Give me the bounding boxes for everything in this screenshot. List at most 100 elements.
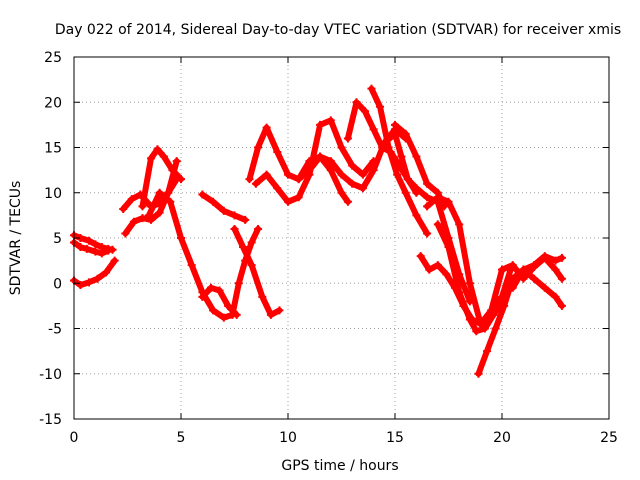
data-point	[530, 261, 539, 270]
data-point	[262, 123, 271, 132]
data-point	[198, 292, 207, 301]
data-point	[530, 274, 539, 283]
data-point	[294, 175, 303, 184]
series-arc-15	[367, 84, 432, 238]
data-point	[450, 283, 459, 292]
data-point	[144, 211, 153, 220]
data-point	[500, 301, 509, 310]
data-point	[93, 274, 102, 283]
data-point	[262, 170, 271, 179]
data-point	[425, 265, 434, 274]
data-point	[316, 120, 325, 129]
y-tick-label: -15	[39, 412, 62, 428]
data-point	[401, 129, 410, 138]
data-point	[444, 197, 453, 206]
data-point	[275, 306, 284, 315]
data-point	[343, 197, 352, 206]
data-point	[230, 224, 239, 233]
data-point	[230, 211, 239, 220]
data-point	[540, 252, 549, 261]
series-arc-9	[198, 190, 250, 224]
data-point	[254, 143, 263, 152]
data-point	[258, 292, 267, 301]
y-tick-labels: -15 -10 -5 0 5 10 15 20 25	[39, 50, 62, 428]
data-point	[391, 120, 399, 129]
data-point	[127, 195, 136, 204]
data-point	[273, 184, 282, 193]
series-group	[70, 84, 566, 378]
data-point	[266, 310, 275, 319]
x-tick-label: 10	[279, 430, 297, 446]
data-point	[367, 84, 376, 93]
data-point	[412, 184, 421, 193]
data-point	[337, 143, 346, 152]
data-point	[153, 145, 162, 154]
data-point	[138, 214, 147, 223]
data-point	[232, 310, 241, 319]
data-point	[352, 98, 361, 107]
data-point	[82, 244, 91, 253]
data-point	[337, 188, 346, 197]
series-arc-20	[416, 252, 485, 328]
data-point	[84, 236, 93, 245]
data-point	[551, 292, 560, 301]
data-point	[480, 324, 489, 333]
series-arc-2	[70, 238, 113, 258]
data-point	[215, 286, 224, 295]
data-point	[401, 188, 410, 197]
data-point	[305, 157, 314, 166]
data-point	[273, 148, 282, 157]
data-point	[166, 197, 175, 206]
y-tick-label: -5	[48, 322, 62, 338]
series-arc-10	[230, 224, 284, 319]
data-point	[551, 265, 560, 274]
data-point	[423, 193, 432, 202]
series-line	[434, 221, 505, 335]
x-tick-label: 0	[70, 430, 79, 446]
data-point	[361, 107, 370, 116]
data-point	[391, 129, 399, 138]
data-point	[91, 247, 100, 256]
data-point	[177, 234, 185, 242]
data-point	[155, 188, 164, 197]
x-tick-label: 15	[386, 430, 404, 446]
data-point	[412, 152, 421, 161]
data-point	[416, 252, 425, 261]
data-point	[206, 283, 215, 292]
data-point	[423, 202, 432, 211]
data-point	[91, 240, 100, 249]
data-point	[172, 157, 181, 166]
data-point	[557, 253, 566, 262]
data-point	[147, 154, 156, 163]
data-point	[102, 268, 111, 277]
data-point	[393, 170, 402, 179]
data-point	[519, 265, 528, 274]
series-line	[295, 153, 351, 205]
data-point	[241, 215, 250, 224]
data-point	[348, 161, 357, 170]
data-point	[316, 152, 325, 161]
data-point	[540, 283, 549, 292]
data-point	[247, 261, 256, 270]
data-point	[110, 256, 119, 265]
data-point	[247, 238, 256, 247]
data-point	[155, 208, 164, 217]
series-line	[252, 117, 377, 205]
data-point	[440, 202, 449, 211]
data-point	[444, 243, 453, 252]
data-point	[138, 202, 147, 211]
data-point	[168, 166, 177, 175]
data-point	[369, 157, 378, 166]
data-point	[491, 324, 500, 333]
y-tick-label: 5	[53, 231, 62, 247]
data-point	[455, 220, 464, 229]
data-point	[245, 175, 254, 184]
data-point	[177, 175, 185, 184]
y-tick-label: 0	[53, 276, 62, 292]
series-arc-13	[294, 152, 352, 206]
data-point	[369, 166, 378, 175]
series-line	[139, 146, 184, 210]
data-point	[76, 281, 85, 290]
data-point	[326, 116, 335, 125]
